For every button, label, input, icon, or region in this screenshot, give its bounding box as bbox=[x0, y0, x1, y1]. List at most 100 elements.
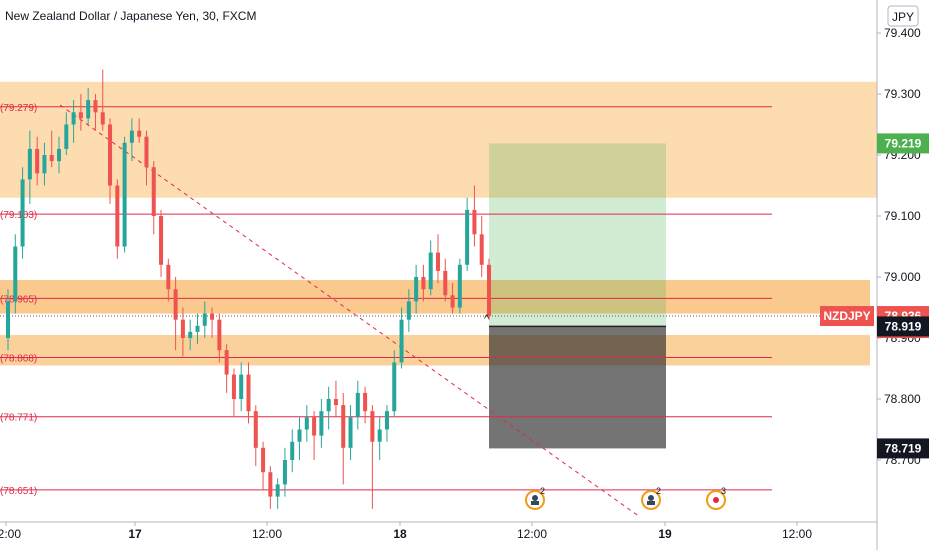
candle-10[interactable] bbox=[78, 94, 83, 131]
candlesticks[interactable] bbox=[5, 69, 492, 509]
candle-29[interactable] bbox=[217, 313, 222, 363]
loss-zone[interactable] bbox=[489, 326, 666, 449]
cursor-mark: ^ bbox=[484, 313, 490, 325]
candle-5[interactable] bbox=[42, 142, 47, 186]
candle-9[interactable] bbox=[71, 100, 76, 143]
candle-1[interactable] bbox=[13, 234, 18, 314]
candle-41[interactable] bbox=[304, 405, 309, 442]
price-axis-background bbox=[877, 0, 932, 522]
candle-46[interactable] bbox=[341, 392, 346, 485]
x-tick-1: 17 bbox=[128, 527, 142, 541]
symbol-tag: NZDJPY bbox=[820, 306, 874, 327]
candle-31[interactable] bbox=[231, 368, 236, 418]
candle-58[interactable] bbox=[428, 240, 433, 296]
candle-49[interactable] bbox=[363, 386, 368, 424]
candle-30[interactable] bbox=[224, 344, 229, 393]
candle-66[interactable] bbox=[486, 258, 492, 320]
candle-2[interactable] bbox=[20, 167, 25, 259]
candle-14[interactable] bbox=[108, 118, 113, 204]
candle-26[interactable] bbox=[195, 313, 200, 345]
candle-61[interactable] bbox=[450, 283, 455, 314]
candle-65[interactable] bbox=[479, 216, 484, 277]
candle-16[interactable] bbox=[122, 136, 127, 253]
candle-21[interactable] bbox=[159, 209, 164, 277]
candle-3[interactable] bbox=[27, 130, 32, 204]
event-marker-0[interactable]: 2 bbox=[525, 486, 545, 510]
candle-33[interactable] bbox=[246, 362, 251, 424]
candle-28[interactable] bbox=[210, 307, 215, 339]
candle-25[interactable] bbox=[188, 319, 193, 351]
candle-43[interactable] bbox=[319, 399, 324, 448]
candle-0[interactable] bbox=[5, 289, 11, 351]
candle-23[interactable] bbox=[173, 277, 178, 351]
candle-63[interactable] bbox=[465, 197, 470, 271]
candle-12[interactable] bbox=[93, 94, 98, 131]
candle-36[interactable] bbox=[268, 466, 273, 509]
candle-8[interactable] bbox=[64, 112, 69, 155]
candle-42[interactable] bbox=[312, 411, 317, 460]
candle-55[interactable] bbox=[406, 289, 411, 332]
stop-loss-tag: 78.719 bbox=[877, 438, 929, 459]
x-tick-5: 19 bbox=[658, 527, 672, 541]
candle-45[interactable] bbox=[333, 380, 338, 418]
candle-7[interactable] bbox=[57, 136, 62, 174]
time-axis-ticks[interactable]: 12:00 17 12:00 18 12:00 19 12:00 bbox=[0, 522, 812, 541]
candle-38[interactable] bbox=[282, 447, 287, 497]
zone-2[interactable] bbox=[0, 334, 870, 366]
candle-44[interactable] bbox=[326, 386, 331, 430]
candle-6[interactable] bbox=[49, 130, 54, 168]
candle-48[interactable] bbox=[355, 380, 360, 430]
candle-62[interactable] bbox=[457, 258, 462, 314]
economic-events[interactable]: 2 2 3 bbox=[525, 486, 726, 510]
candle-32[interactable] bbox=[239, 362, 244, 412]
y-tick-4: 79.000 bbox=[884, 270, 921, 284]
candle-57[interactable] bbox=[421, 264, 426, 302]
y-tick-1: 79.300 bbox=[884, 87, 921, 101]
candle-50[interactable] bbox=[370, 405, 375, 509]
candle-53[interactable] bbox=[392, 350, 397, 418]
event-marker-1[interactable]: 2 bbox=[641, 486, 661, 510]
chart-title: New Zealand Dollar / Japanese Yen, 30, F… bbox=[5, 9, 256, 23]
x-tick-4: 12:00 bbox=[517, 527, 547, 541]
candle-47[interactable] bbox=[348, 405, 353, 460]
candle-52[interactable] bbox=[384, 405, 389, 442]
svg-text:NZDJPY: NZDJPY bbox=[823, 309, 870, 323]
currency-label: JPY bbox=[892, 10, 914, 24]
candle-18[interactable] bbox=[137, 118, 142, 143]
candle-19[interactable] bbox=[144, 130, 149, 186]
x-tick-6: 12:00 bbox=[782, 527, 812, 541]
candle-22[interactable] bbox=[166, 258, 171, 302]
candle-60[interactable] bbox=[443, 258, 448, 302]
candle-51[interactable] bbox=[377, 417, 382, 460]
candle-59[interactable] bbox=[435, 234, 440, 284]
candle-54[interactable] bbox=[399, 307, 404, 369]
horizontal-levels[interactable]: (79.279) (79.103) (78.965) (78.868) (78.771)… bbox=[0, 103, 772, 497]
zone-1[interactable] bbox=[0, 280, 870, 314]
candle-11[interactable] bbox=[86, 87, 91, 125]
candle-34[interactable] bbox=[253, 405, 258, 467]
candle-56[interactable] bbox=[414, 264, 419, 314]
profit-zone[interactable] bbox=[489, 143, 666, 327]
level-label-3: (78.868) bbox=[0, 354, 37, 365]
candle-17[interactable] bbox=[129, 118, 134, 162]
long-position-tool[interactable] bbox=[489, 143, 666, 449]
candle-40[interactable] bbox=[297, 417, 302, 460]
x-tick-0: 12:00 bbox=[0, 527, 21, 541]
trend-line[interactable] bbox=[59, 104, 641, 518]
event-marker-2[interactable]: 3 bbox=[706, 486, 726, 510]
entry-tag: 78.919 bbox=[877, 316, 929, 337]
candle-35[interactable] bbox=[261, 441, 266, 491]
candle-24[interactable] bbox=[180, 307, 185, 357]
candle-20[interactable] bbox=[151, 161, 156, 235]
candle-15[interactable] bbox=[115, 179, 120, 259]
currency-button[interactable] bbox=[887, 5, 919, 27]
candle-13[interactable] bbox=[100, 69, 105, 131]
candle-27[interactable] bbox=[202, 301, 207, 338]
candle-37[interactable] bbox=[275, 478, 280, 509]
candle-39[interactable] bbox=[290, 429, 295, 473]
candle-4[interactable] bbox=[35, 136, 40, 186]
event-count-2: 3 bbox=[721, 486, 726, 496]
candle-64[interactable] bbox=[472, 185, 477, 247]
